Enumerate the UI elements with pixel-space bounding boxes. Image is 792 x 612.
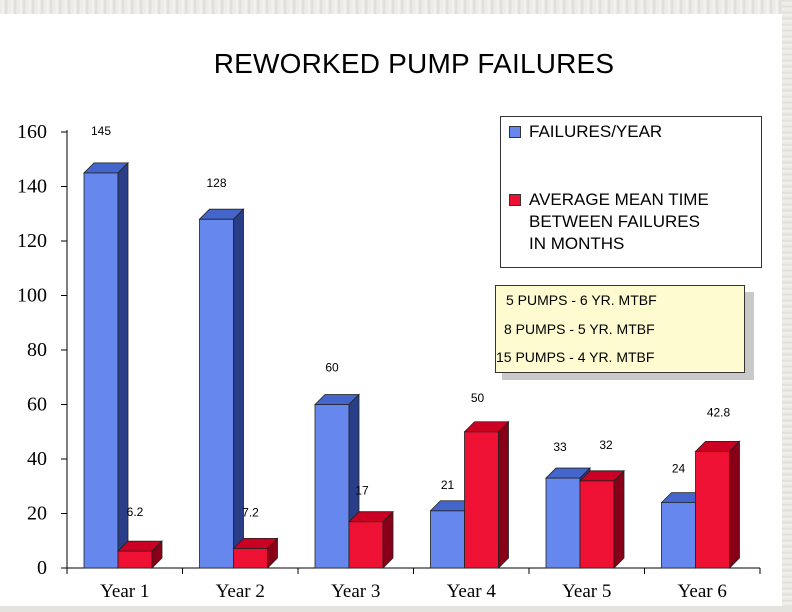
legend-label-failures: FAILURES/YEAR	[529, 122, 663, 141]
decorative-top-band	[0, 0, 792, 14]
mtbf-data-label: 6.2	[127, 505, 144, 519]
y-tick-label: 140	[17, 176, 47, 198]
x-category-label: Year 4	[447, 581, 497, 602]
legend-item-mtbf: AVERAGE MEAN TIME BETWEEN FAILURES IN MO…	[509, 189, 709, 255]
failures-bar	[430, 510, 465, 569]
mtbf-data-label: 17	[355, 484, 369, 498]
y-tick-label: 40	[27, 448, 47, 470]
x-category-label: Year 6	[678, 581, 727, 602]
mtbf-bar-side	[151, 540, 163, 569]
y-tick-label: 160	[17, 121, 47, 143]
mtbf-bar	[348, 521, 384, 569]
failures-bar	[83, 172, 119, 569]
x-category-label: Year 3	[331, 581, 380, 602]
chart-data-labels: 145 128 60 21 33 24 6.2 7.2 17 50 32 42.8	[91, 124, 731, 520]
mtbf-bar	[579, 480, 615, 569]
decorative-right-band	[782, 0, 792, 612]
legend-label-mtbf: AVERAGE MEAN TIME BETWEEN FAILURES IN MO…	[529, 190, 709, 253]
y-tick-label: 60	[27, 394, 47, 416]
failures-bar	[199, 218, 234, 569]
mtbf-data-label: 32	[599, 438, 613, 452]
x-category-label: Year 5	[562, 581, 611, 602]
mtbf-bar	[117, 550, 153, 569]
failures-data-label: 24	[672, 462, 686, 476]
y-tick-label: 20	[27, 503, 47, 525]
failures-data-label: 21	[441, 478, 455, 492]
x-category-label: Year 2	[216, 581, 265, 602]
mtbf-bar-side	[498, 420, 509, 569]
legend: FAILURES/YEAR AVERAGE MEAN TIME BETWEEN …	[500, 116, 762, 268]
failures-bar	[545, 477, 581, 569]
note-line-1: 5 PUMPS - 6 YR. MTBF	[506, 292, 657, 308]
mtbf-bar-side	[613, 469, 625, 569]
chart-title: REWORKED PUMP FAILURES	[213, 48, 615, 79]
failures-data-label: 145	[91, 124, 111, 138]
y-tick-label: 120	[17, 230, 47, 252]
decorative-bottom-band	[0, 606, 792, 612]
mtbf-bar-side	[729, 440, 740, 569]
mtbf-bar	[233, 547, 268, 569]
failures-data-label: 60	[325, 361, 339, 375]
y-tick-label: 0	[37, 557, 47, 579]
mtbf-bar-side	[382, 510, 394, 569]
mtbf-bar	[464, 431, 499, 569]
failures-bar	[314, 404, 350, 569]
mtbf-note-box: 5 PUMPS - 6 YR. MTBF 8 PUMPS - 5 YR. MTB…	[495, 285, 745, 373]
y-tick-label: 80	[27, 339, 47, 361]
chart-bars	[83, 161, 741, 569]
note-line-2: 8 PUMPS - 5 YR. MTBF	[504, 321, 655, 337]
failures-bar	[661, 502, 696, 569]
note-line-3: 15 PUMPS - 4 YR. MTBF	[496, 349, 655, 365]
mtbf-data-label: 7.2	[242, 505, 259, 519]
mtbf-bar	[695, 450, 730, 569]
legend-swatch-mtbf	[509, 194, 521, 206]
failures-data-label: 128	[206, 176, 226, 190]
mtbf-data-label: 50	[471, 391, 485, 405]
mtbf-bar-side	[267, 537, 278, 569]
legend-item-failures: FAILURES/YEAR	[509, 121, 662, 143]
y-tick-label: 100	[17, 285, 47, 307]
legend-swatch-failures	[509, 126, 521, 138]
chart-axes: 0 20 40 60 80 100 120 140 160 Year 1 Year 2 Year 3 Y…	[17, 121, 761, 602]
mtbf-data-label: 42.8	[707, 405, 731, 419]
x-category-label: Year 1	[100, 581, 149, 602]
failures-data-label: 33	[553, 440, 567, 454]
